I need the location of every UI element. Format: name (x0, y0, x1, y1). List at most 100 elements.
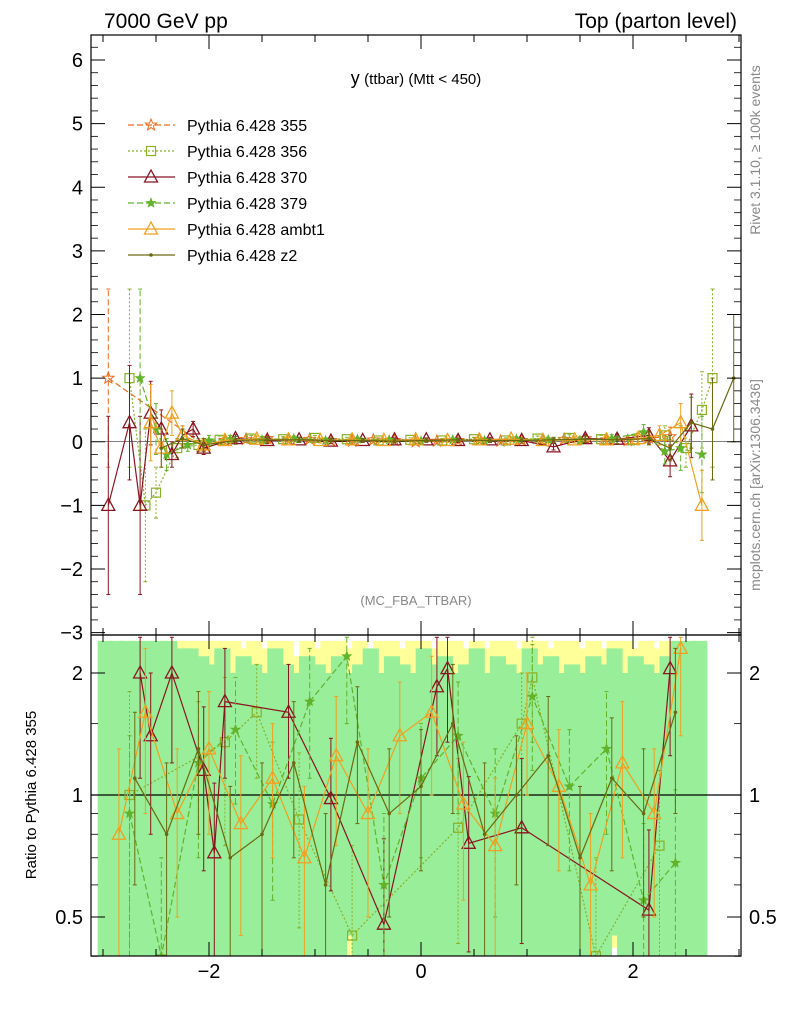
main-s5-point (265, 438, 270, 442)
ratio-s4-series (132, 647, 678, 956)
main-s2-point (121, 414, 138, 429)
y-tick-label: 0 (72, 432, 83, 454)
ratio-s4-point (610, 776, 614, 781)
legend-entry: Pythia 6.428 z2 (128, 248, 297, 265)
ratio-s0-point (527, 672, 538, 683)
legend-marker (149, 253, 153, 257)
main-s5-point (710, 427, 715, 431)
main-s5-point (551, 438, 556, 442)
ratio-s1-point (206, 844, 222, 859)
ratio-s3-point (328, 747, 344, 762)
ratio-y-tick-label: 2 (72, 663, 83, 685)
main-s4-series (143, 383, 710, 541)
main-s4-point (143, 414, 159, 429)
ratio-s3-point (392, 727, 408, 742)
x-tick-label: 0 (415, 961, 426, 983)
legend-marker (145, 197, 157, 208)
main-s2-point (185, 420, 201, 435)
main-s4-point (598, 431, 615, 446)
ratio-s4-point (514, 793, 519, 797)
main-title: y (ttbar) (Mtt < 450) (351, 68, 482, 88)
main-s5-point (360, 438, 365, 443)
main-s4-point (630, 430, 646, 445)
y-tick-label: 1 (72, 368, 83, 390)
ratio-s4-point (451, 721, 455, 726)
ratio-s0-point (347, 930, 358, 941)
main-s5-point (583, 437, 588, 442)
ratio-s3-point (233, 815, 249, 830)
main-s2-point (196, 439, 212, 454)
legend-marker (143, 220, 159, 235)
ratio-s1-point (143, 727, 159, 742)
legend-label: Pythia 6.428 z2 (187, 248, 297, 265)
legend-entry: Pythia 6.428 370 (128, 168, 307, 187)
ratio-y-tick-label: 1 (72, 785, 83, 807)
ratio-s1-point (641, 901, 657, 916)
main-s4-point (673, 414, 689, 429)
main-s3-point (182, 438, 194, 450)
main-s5-point (615, 438, 619, 442)
main-s5-point (392, 439, 397, 443)
ratio-s3-point (487, 837, 503, 852)
main-s0-point (239, 431, 254, 446)
ratio-s1-point (280, 703, 297, 718)
x-tick-label: 2 (627, 961, 638, 983)
ratio-s2-point (341, 650, 353, 662)
main-title-sub: (ttbar) (Mtt < 450) (364, 71, 481, 88)
main-s4-point (694, 497, 710, 512)
uncertainty-band-green-bin (691, 640, 708, 956)
ratio-s1-point (662, 660, 678, 675)
ratio-s4-line (134, 712, 676, 886)
ratio-s3-point (296, 849, 312, 864)
ratio-s1-point (217, 693, 233, 708)
main-s5-point (488, 438, 492, 443)
main-s3-point (134, 372, 146, 383)
main-s0-point (429, 433, 444, 448)
ratio-s0-point (251, 707, 262, 718)
y-tick-label: 3 (72, 241, 83, 263)
ratio-s4-point (355, 740, 360, 744)
main-s2-point (132, 497, 148, 512)
ratio-y-tick-label-right: 2 (749, 663, 760, 685)
legend: Pythia 6.428 355 Pythia 6.428 356 Pythia 6… (128, 117, 325, 265)
mcplots-label: mcplots.cern.ch [arXiv:1306.3436] (747, 379, 763, 591)
ratio-ylabel: Ratio to Pythia 6.428 355 (23, 711, 40, 879)
main-s3-line (139, 377, 703, 456)
ratio-plot-area (91, 636, 741, 956)
ratio-s2-point (378, 878, 390, 890)
legend-label: Pythia 6.428 355 (187, 118, 307, 135)
main-s3-point (675, 442, 687, 453)
legend-marker (143, 117, 159, 132)
y-tick-label: −1 (60, 495, 83, 517)
watermark-label: (MC_FBA_TTBAR) (360, 593, 471, 608)
ratio-s0-point (294, 814, 305, 825)
legend-label: Pythia 6.428 370 (187, 170, 307, 187)
main-s1-point (150, 487, 162, 498)
ratio-panel: 0.5 0.5 1 1 2 2 −2 0 2 Ratio to Pythia 6.428 355 (23, 634, 777, 983)
ratio-s1-point (196, 762, 212, 777)
legend-label: Pythia 6.428 ambt1 (187, 222, 325, 239)
ratio-y-tick-label-right: 1 (749, 785, 760, 807)
main-s4-point (651, 427, 668, 442)
ratio-s4-point (419, 784, 423, 789)
main-s2-point (418, 431, 434, 446)
main-s1-point (696, 404, 708, 416)
y-tick-label: 4 (72, 177, 83, 199)
ratio-s3-series (111, 636, 689, 956)
main-s0-point (557, 431, 572, 446)
ratio-axis-ticks: 0.5 0.5 1 1 2 2 −2 0 2 (55, 635, 777, 983)
legend-entry: Pythia 6.428 ambt1 (128, 220, 325, 239)
ratio-s1-point (164, 664, 180, 679)
main-s2-point (662, 452, 678, 467)
ratio-s0-point (453, 822, 464, 833)
main-s5-point (456, 438, 460, 442)
main-s2-series (100, 364, 699, 595)
header-right: Top (parton level) (575, 10, 737, 33)
ratio-s3-point (519, 715, 535, 730)
main-s4-point (249, 430, 265, 445)
header-left: 7000 GeV pp (104, 10, 228, 33)
ratio-s1-point (132, 664, 148, 679)
ratio-s4-point (323, 883, 328, 887)
ratio-s3-point (265, 769, 281, 784)
